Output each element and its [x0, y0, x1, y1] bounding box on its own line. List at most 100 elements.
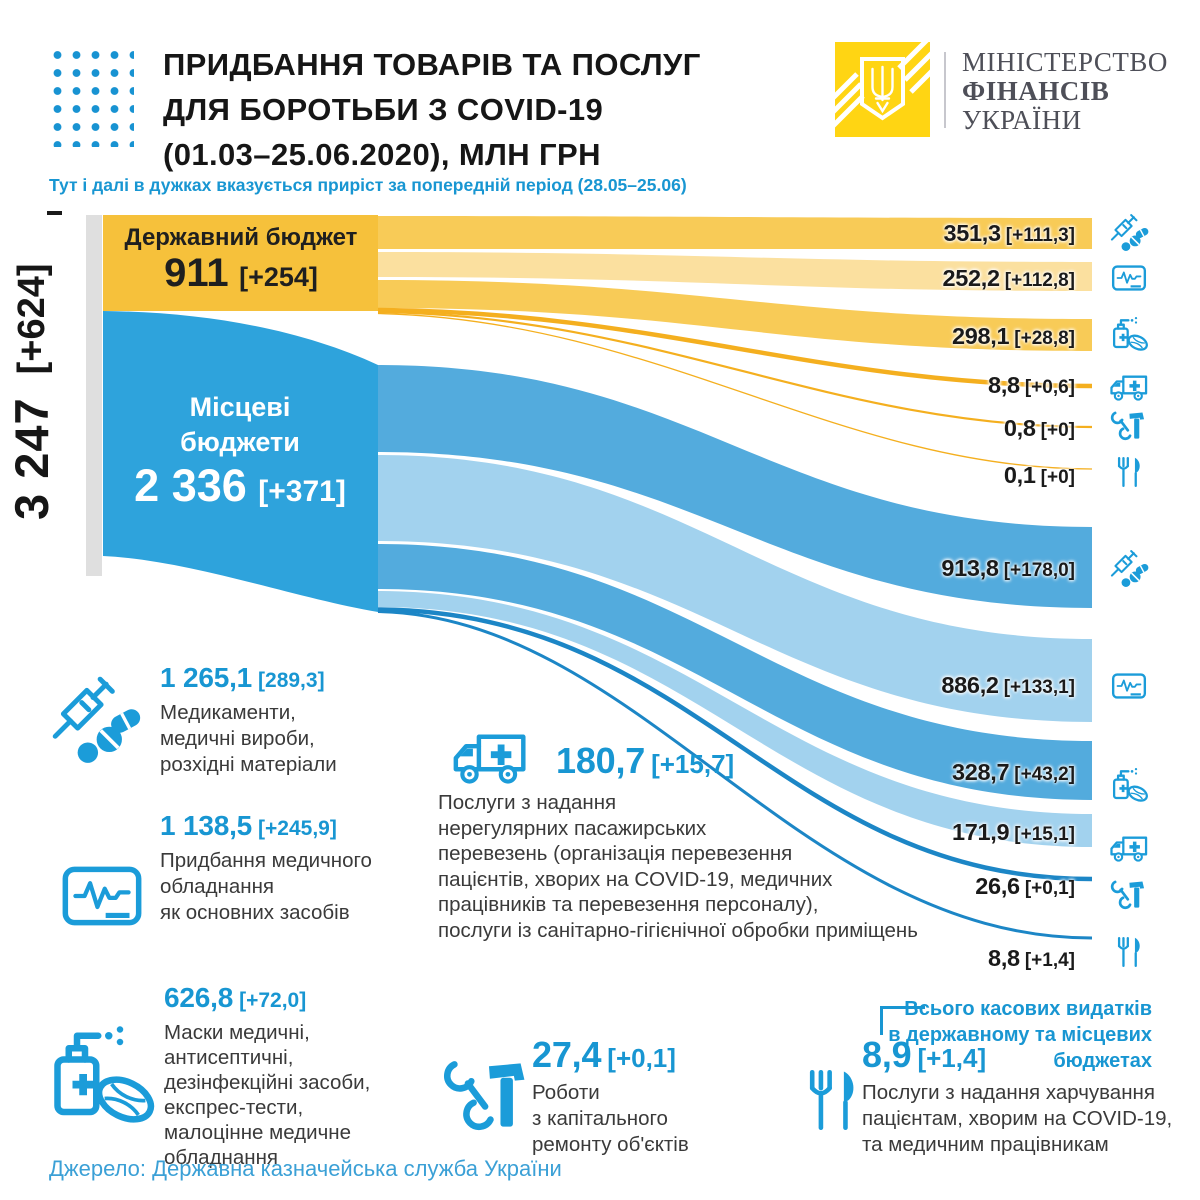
- flow-delta: [+178,0]: [1003, 560, 1075, 581]
- flow-value: 298,1: [951, 323, 1010, 349]
- flow-value: 351,3: [943, 220, 1001, 246]
- medical-equipment-icon: [58, 852, 146, 940]
- node-local-budgets: [103, 311, 378, 612]
- flow-value: 0,8: [1003, 415, 1036, 441]
- legend-delta: [+72,0]: [239, 989, 307, 1012]
- legend-transport-desc: Послуги з надання нерегулярних пасажирсь…: [438, 791, 918, 942]
- flow-value: 0,1: [1003, 462, 1036, 488]
- legend-equipment-amount: 1 138,5 [+245,9]: [160, 810, 337, 842]
- total-delta: [+624]: [11, 263, 53, 375]
- flow-value: 26,6: [975, 873, 1020, 899]
- ministry-line-2: ФІНАНСІВ: [962, 76, 1110, 106]
- flow-value: 913,8: [941, 555, 999, 581]
- legend-repair-desc: Роботи з капітального ремонту об'єктів: [532, 1081, 689, 1156]
- flow-label-state-transport: 8,8 [+0,6]: [988, 370, 1075, 400]
- masks-antiseptics-icon: [1108, 312, 1150, 354]
- flow-delta: [+133,1]: [1003, 677, 1075, 698]
- legend-value: 27,4: [532, 1034, 602, 1075]
- legend-transport-amount: 180,7 [+15,7]: [556, 740, 734, 782]
- state-budget-amount: 911 [+254]: [110, 251, 372, 296]
- local-budgets-value: 2 336: [134, 460, 247, 511]
- total-cash-note: Всього касових видатків в державному та …: [888, 998, 1152, 1072]
- state-budget-name: Державний бюджет: [124, 224, 358, 251]
- medical-equipment-icon: [1110, 667, 1148, 705]
- flow-delta: [+15,1]: [1014, 824, 1075, 845]
- flow-label-state-equipment: 252,2 [+112,8]: [942, 263, 1075, 293]
- legend-value: 1 265,1: [160, 662, 253, 693]
- flow-state-repair: [377, 310, 1093, 429]
- state-budget-value: 911: [164, 251, 229, 295]
- flow-value: 8,8: [988, 945, 1020, 971]
- legend-food-amount: 8,9 [+1,4]: [862, 1034, 986, 1076]
- flow-label-state-medicines: 351,3 [+111,3]: [943, 218, 1075, 248]
- legend-food-desc: Послуги з надання харчування пацієнтам, …: [862, 1081, 1173, 1156]
- flow-delta: [+111,3]: [1005, 225, 1075, 246]
- decorative-dots-pattern: [48, 46, 134, 147]
- legend-value: 1 138,5: [160, 810, 253, 841]
- flow-label-local-food: 8,8 [+1,4]: [988, 943, 1075, 973]
- food-service-icon: [1110, 453, 1148, 491]
- flow-local-repair: [377, 607, 1093, 882]
- flow-value: 8,8: [988, 372, 1020, 398]
- flow-delta: [+0,6]: [1024, 377, 1075, 398]
- ministry-name: МІНІСТЕРСТВО ФІНАНСІВ УКРАЇНИ: [962, 48, 1168, 135]
- legend-value: 180,7: [556, 740, 646, 781]
- ministry-line-1: МІНІСТЕРСТВО: [962, 47, 1168, 77]
- title-line-2: ДЛЯ БОРОТЬБИ З COVID-19: [163, 92, 604, 127]
- total-value: 3 247: [5, 397, 58, 521]
- flow-state-masks: [378, 280, 1092, 351]
- state-budget-delta: [+254]: [239, 262, 318, 292]
- flow-delta: [+1,4]: [1024, 950, 1075, 971]
- ministry-line-3: УКРАЇНИ: [962, 105, 1082, 135]
- flow-label-state-repair: 0,8 [+0]: [1004, 413, 1075, 443]
- flow-delta: [+112,8]: [1004, 270, 1075, 291]
- food-service-icon: [794, 1052, 870, 1148]
- flow-delta: [+0]: [1040, 467, 1075, 488]
- flow-label-local-repair: 26,6 [+0,1]: [975, 871, 1075, 901]
- ambulance-icon: [1108, 364, 1150, 406]
- legend-delta: [+0,1]: [607, 1043, 676, 1073]
- flow-state-food: [377, 312, 1093, 470]
- legend-delta: [+1,4]: [917, 1043, 987, 1073]
- node-state-budget: [103, 215, 378, 311]
- legend-repair-amount: 27,4 [+0,1]: [532, 1034, 676, 1076]
- flow-value: 252,2: [942, 265, 1000, 291]
- medical-equipment-icon: [1110, 259, 1148, 297]
- food-service-icon: [1110, 933, 1148, 971]
- logo-divider: [944, 52, 946, 128]
- flow-local-equipment: [378, 455, 1092, 722]
- total-axis-bar: [86, 215, 102, 576]
- legend-masks-desc: Маски медичні, антисептичні, дезінфекцій…: [164, 1021, 371, 1169]
- flow-state-medicines: [378, 216, 1092, 249]
- masks-antiseptics-icon: [40, 1012, 160, 1132]
- flow-label-local-equipment: 886,2 [+133,1]: [941, 670, 1075, 700]
- note-bracket-line: [880, 1006, 925, 1035]
- local-budgets-name: Місцеві бюджети: [180, 392, 300, 457]
- flow-local-medicines: [378, 365, 1092, 608]
- ministry-emblem-icon: [835, 42, 930, 137]
- medicines-icon: [46, 672, 144, 770]
- masks-antiseptics-icon: [1108, 763, 1150, 805]
- legend-value: 626,8: [164, 982, 234, 1013]
- flow-delta: [+28,8]: [1014, 328, 1075, 349]
- flow-value: 886,2: [941, 672, 999, 698]
- legend-masks-amount: 626,8 [+72,0]: [164, 982, 306, 1014]
- flow-label-state-food: 0,1 [+0]: [1004, 460, 1075, 490]
- flow-state-transport: [377, 307, 1093, 389]
- flow-delta: [+43,2]: [1014, 764, 1075, 785]
- legend-delta: [+245,9]: [258, 817, 337, 840]
- repair-tools-icon: [442, 1050, 534, 1142]
- legend-value: 8,9: [862, 1034, 912, 1075]
- legend-delta: [+15,7]: [651, 749, 735, 779]
- local-budgets-amount: 2 336 [+371]: [105, 460, 375, 512]
- flow-value: 328,7: [951, 759, 1010, 785]
- flow-value: 171,9: [951, 819, 1010, 845]
- source-credit: Джерело: Державна казначейська служба Ук…: [49, 1156, 562, 1181]
- total-tick-dash: [47, 211, 62, 215]
- legend-equipment-desc: Придбання медичного обладнання як основн…: [160, 849, 372, 924]
- flow-label-local-transport: 171,9 [+15,1]: [952, 817, 1075, 847]
- medicines-icon: [1108, 548, 1150, 590]
- flow-delta: [+0,1]: [1024, 878, 1075, 899]
